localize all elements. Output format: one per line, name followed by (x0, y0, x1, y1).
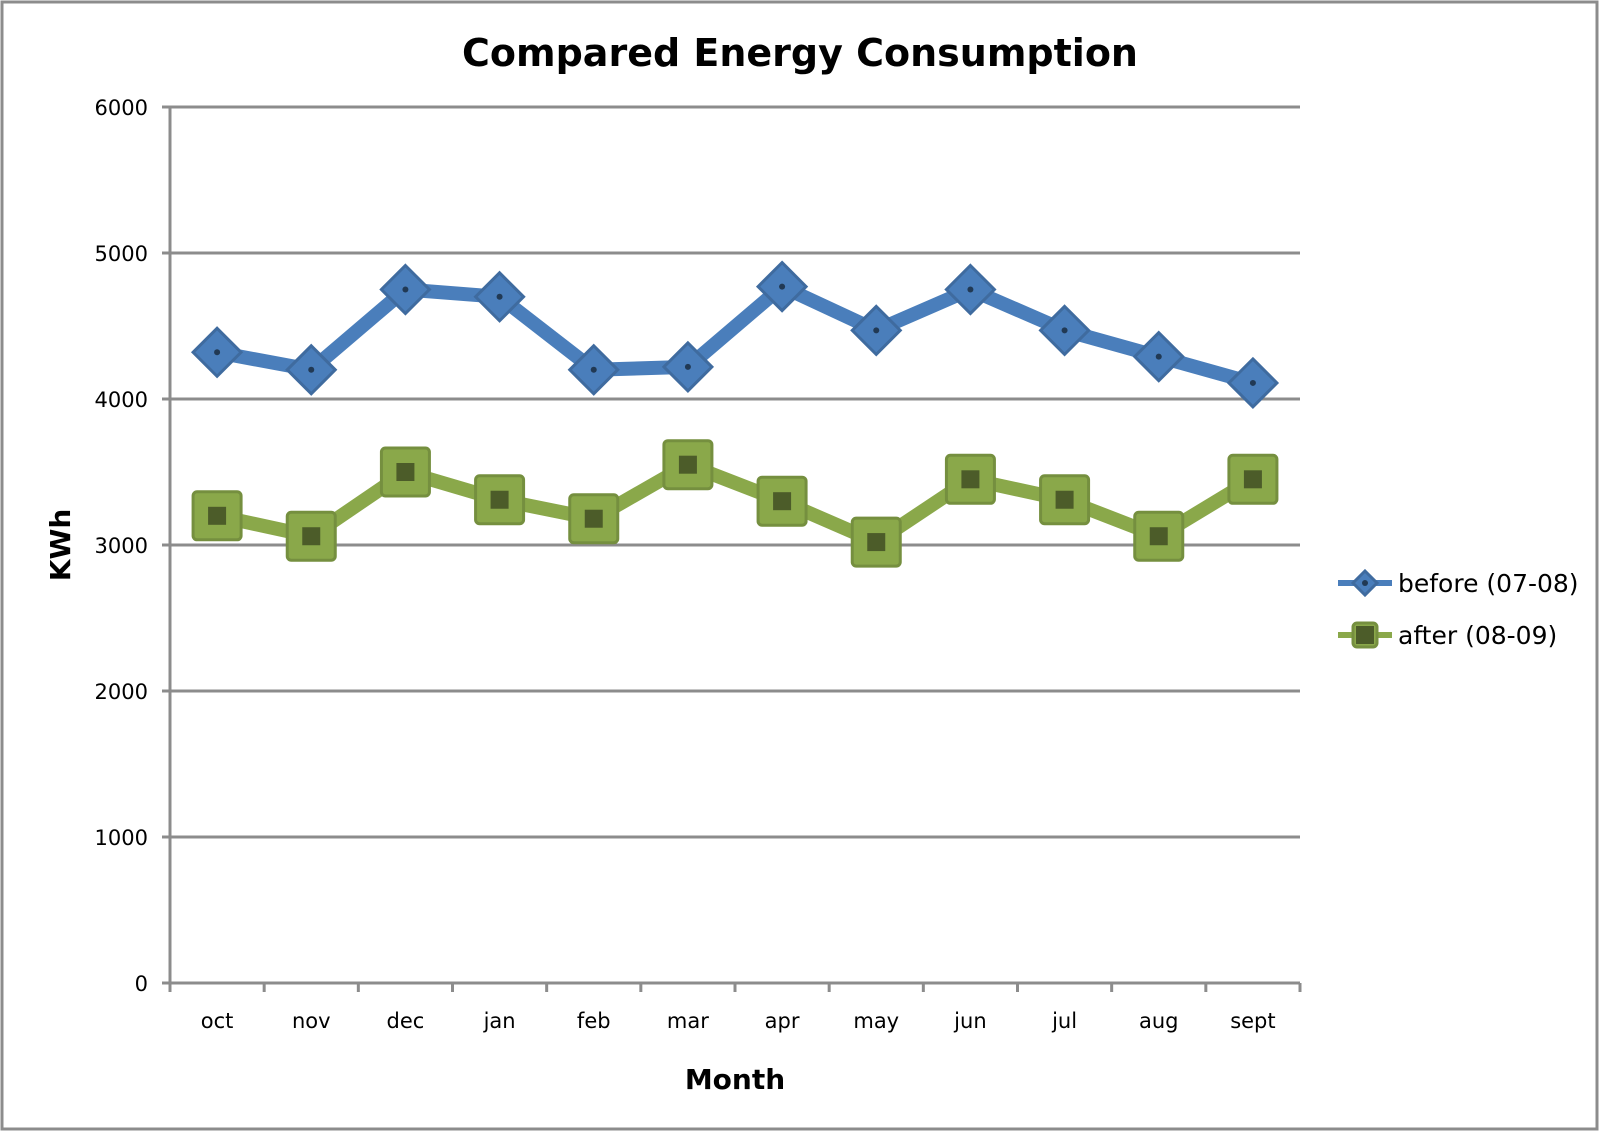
series-after (191, 439, 1279, 568)
data-point (755, 260, 809, 313)
data-point (191, 490, 243, 542)
data-point (285, 343, 338, 396)
data-point (473, 270, 526, 323)
y-tick-label: 3000 (95, 534, 148, 558)
x-tick-label: jul (1051, 1009, 1077, 1033)
x-tick-label: apr (765, 1009, 800, 1033)
x-tick-label: sept (1230, 1009, 1275, 1033)
y-tick-label: 4000 (95, 388, 148, 412)
data-point (190, 326, 244, 379)
y-tick-label: 1000 (95, 826, 148, 850)
data-point (567, 343, 620, 396)
gridlines (170, 105, 1300, 839)
y-tick-label: 6000 (95, 96, 148, 120)
data-point (568, 493, 620, 545)
data-point (944, 263, 997, 316)
legend-item: after (08-09) (1338, 621, 1557, 650)
data-point (850, 304, 903, 357)
data-point (661, 340, 715, 394)
y-tick-labels: 0 1000 2000 3000 4000 5000 6000 (95, 96, 148, 996)
legend-label: before (07-08) (1398, 569, 1579, 598)
chart-title: Compared Energy Consumption (462, 31, 1138, 75)
data-point (662, 439, 714, 491)
x-tick-label: nov (292, 1009, 331, 1033)
data-point (756, 475, 808, 527)
data-point (474, 474, 526, 526)
x-tick-label: mar (667, 1009, 709, 1033)
series-before (190, 260, 1280, 410)
y-tick-label: 5000 (95, 242, 148, 266)
axes (162, 105, 1302, 992)
x-tick-label: may (853, 1009, 899, 1033)
data-point (1132, 330, 1185, 383)
y-axis-title: KWh (44, 509, 77, 582)
legend-marker (1351, 621, 1379, 649)
data-point (1039, 474, 1091, 526)
legend-item: before (07-08) (1338, 568, 1579, 598)
x-tick-label: oct (201, 1009, 234, 1033)
x-tick-label: dec (387, 1009, 425, 1033)
series-layer (190, 260, 1280, 568)
legend-marker (1350, 568, 1380, 598)
y-tick-label: 2000 (95, 680, 148, 704)
y-tick-label: 0 (135, 972, 148, 996)
x-tick-label: jan (483, 1009, 516, 1033)
data-point (1038, 304, 1091, 357)
data-point (379, 446, 431, 498)
data-point (1227, 453, 1279, 505)
data-point (1133, 510, 1185, 562)
data-point (1226, 356, 1280, 410)
x-axis-title: Month (685, 1063, 785, 1096)
x-tick-labels: oct nov dec jan feb mar apr may jun jul aug sept (201, 1009, 1276, 1033)
legend-label: after (08-09) (1398, 621, 1557, 650)
legend: before (07-08) after (08-09) (1338, 568, 1579, 650)
data-point (850, 516, 902, 568)
data-point (285, 510, 337, 562)
x-tick-label: feb (577, 1009, 611, 1033)
data-point (944, 453, 996, 505)
x-tick-label: jun (953, 1009, 986, 1033)
data-point (379, 263, 432, 316)
x-tick-label: aug (1139, 1009, 1179, 1033)
